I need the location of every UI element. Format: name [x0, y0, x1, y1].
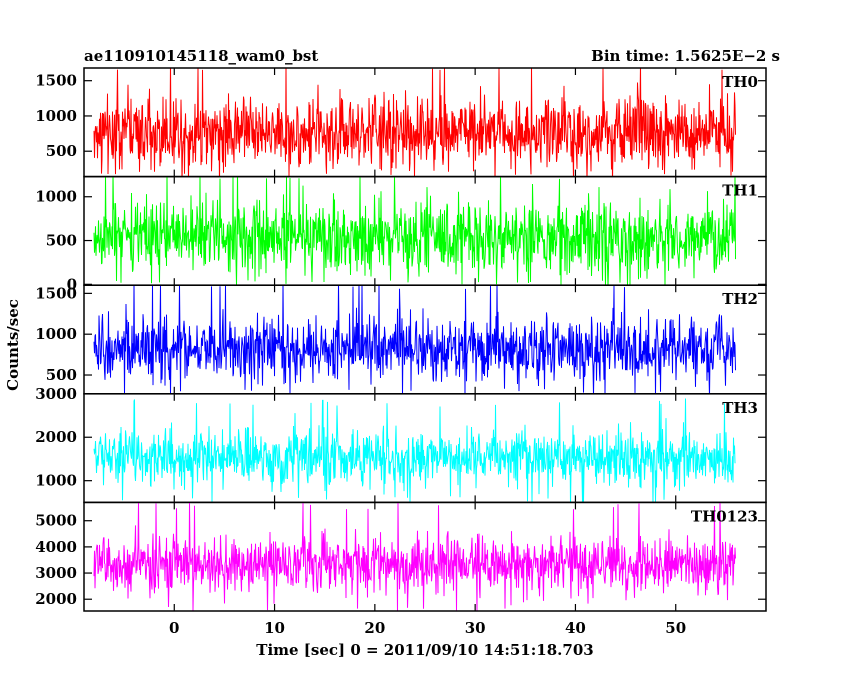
y-tick-label: 500 — [46, 366, 77, 384]
y-tick-label: 0 — [67, 275, 77, 293]
y-tick-label: 3000 — [35, 564, 77, 582]
panel-th0: 500 1000 1500 TH0 — [35, 67, 767, 178]
panel-th1: 0 500 1000 TH1 — [35, 175, 767, 293]
chart-title: ae110910145118_wam0_bst — [84, 47, 318, 65]
panel-label-th2: TH2 — [722, 290, 758, 308]
x-axis-label: Time [sec] 0 = 2011/09/10 14:51:18.703 — [256, 641, 593, 659]
panel-label-th0123: TH0123 — [691, 507, 758, 525]
series-th3-line — [93, 398, 736, 503]
x-tick-label: 50 — [665, 619, 686, 637]
panel-label-th0: TH0 — [722, 73, 758, 91]
y-tick-label: 500 — [46, 142, 77, 160]
series-th0-line — [93, 68, 736, 177]
y-tick-label: 2000 — [35, 590, 77, 608]
x-tick-label: 0 — [169, 619, 179, 637]
x-tick-label: 10 — [264, 619, 285, 637]
x-tick-label: 30 — [465, 619, 486, 637]
panel-th3: 1000 2000 3000 TH3 — [35, 385, 767, 504]
y-tick-label: 500 — [46, 232, 77, 250]
bin-time-label: Bin time: 1.5625E−2 s — [591, 47, 780, 65]
series-th0123-line — [93, 502, 736, 611]
y-tick-label: 3000 — [35, 385, 77, 403]
x-tick-label: 20 — [364, 619, 385, 637]
y-tick-label: 4000 — [35, 538, 77, 556]
panel-label-th1: TH1 — [722, 182, 758, 200]
x-tick-label: 40 — [565, 619, 586, 637]
y-tick-label: 1000 — [35, 188, 77, 206]
y-tick-label: 2000 — [35, 428, 77, 446]
series-th1-line — [93, 176, 736, 286]
panel-frame — [83, 501, 767, 612]
x-axis: 0 10 20 30 40 50 — [169, 619, 686, 637]
y-tick-label: 1000 — [35, 472, 77, 490]
panel-th0123: 2000 3000 4000 5000 TH0123 — [35, 501, 767, 612]
y-tick-label: 1500 — [35, 284, 77, 302]
y-axis-label: Counts/sec — [4, 299, 22, 391]
y-tick-label: 1500 — [35, 72, 77, 90]
series-th2-line — [93, 285, 736, 394]
panel-th2: 500 1000 1500 TH2 — [35, 284, 767, 395]
y-tick-label: 5000 — [35, 512, 77, 530]
panels-layer: 500 1000 1500 TH0 0 500 1000 TH1 500 1000 1500 TH2 1… — [35, 67, 767, 612]
y-tick-label: 1000 — [35, 107, 77, 125]
panel-label-th3: TH3 — [722, 399, 758, 417]
y-tick-label: 1000 — [35, 325, 77, 343]
